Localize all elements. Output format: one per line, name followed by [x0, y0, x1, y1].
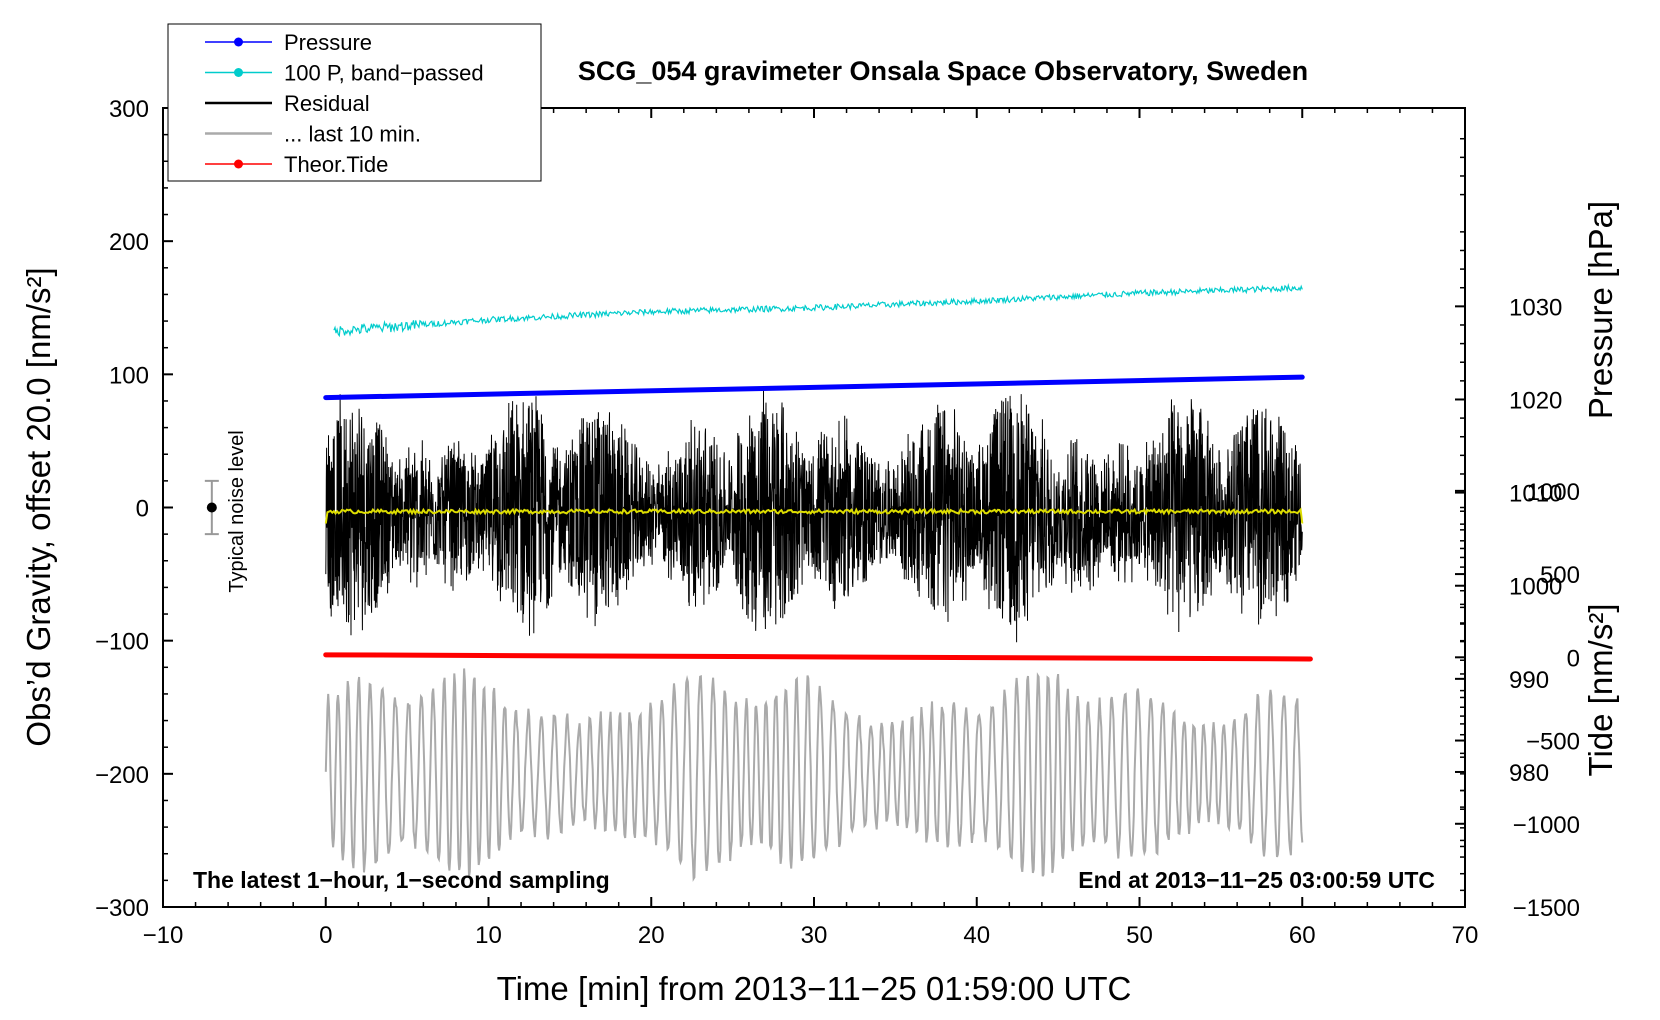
legend: Pressure 100 P, band−passed Residual ... la…: [167, 23, 542, 182]
y-tick-label: 200: [109, 229, 149, 256]
y-axis-pressure: 1030 1020 1010 1000 990 980: [1455, 137, 1562, 848]
pressure-tick-label: 990: [1509, 667, 1549, 694]
x-axis: −10 0 10 20 30 40 50 60 70: [143, 108, 1479, 949]
x-tick-label: 60: [1289, 922, 1316, 949]
series-band-passed: [333, 283, 1303, 338]
tide-tick-label: 1000: [1527, 479, 1580, 506]
x-tick-label: −10: [143, 922, 184, 949]
y-tick-label: −100: [95, 629, 149, 656]
legend-marker: [234, 159, 243, 169]
legend-label: Theor.Tide: [284, 152, 388, 177]
tide-tick-label: −500: [1526, 729, 1580, 756]
noise-level-indicator: Typical noise level: [204, 430, 248, 593]
annotation-left: The latest 1−hour, 1−second sampling: [193, 867, 610, 893]
noise-level-label: Typical noise level: [226, 430, 248, 592]
pressure-tick-label: 1010: [1509, 481, 1562, 508]
tide-tick-label: −1000: [1513, 812, 1580, 839]
series-residual: [325, 389, 1303, 643]
x-tick-label: 30: [801, 922, 828, 949]
x-tick-label: 0: [319, 922, 332, 949]
legend-label: ... last 10 min.: [284, 122, 421, 147]
y-tick-label: 0: [136, 496, 149, 523]
y-tick-label: −200: [95, 762, 149, 789]
x-tick-label: 10: [475, 922, 502, 949]
x-tick-label: 50: [1126, 922, 1153, 949]
y-tick-label: 300: [109, 96, 149, 123]
x-tick-label: 70: [1452, 922, 1479, 949]
annotation-right: End at 2013−11−25 03:00:59 UTC: [1078, 867, 1435, 893]
pressure-tick-label: 1030: [1509, 294, 1562, 321]
noise-dot: [206, 502, 217, 513]
pressure-tick-label: 980: [1509, 760, 1549, 787]
y-axis-left: 300 200 100 0 −100 −200 −300: [95, 96, 173, 922]
tide-tick-label: 500: [1540, 562, 1580, 589]
pressure-axis-label: Pressure [hPa]: [1582, 201, 1619, 419]
legend-label: Residual: [284, 91, 370, 116]
legend-marker: [234, 68, 243, 77]
series-yellow-trace: [324, 507, 1304, 524]
pressure-tick-label: 1000: [1509, 574, 1562, 601]
x-tick-label: 40: [963, 922, 990, 949]
chart-title: SCG_054 gravimeter Onsala Space Observat…: [578, 56, 1308, 86]
x-tick-label: 20: [638, 922, 665, 949]
series-theor-tide: [323, 652, 1313, 662]
legend-marker: [234, 37, 243, 47]
tide-axis-label: Tide [nm/s²]: [1582, 604, 1619, 777]
tide-tick-label: −1500: [1513, 895, 1580, 922]
series-layer: [323, 283, 1313, 882]
series-pressure: [323, 374, 1305, 401]
tide-tick-label: 0: [1567, 645, 1580, 672]
y-tick-label: −300: [95, 895, 149, 922]
y-axis-left-label: Obs’d Gravity, offset 20.0 [nm/s²]: [20, 267, 57, 746]
pressure-tick-label: 1020: [1509, 387, 1562, 414]
y-tick-label: 100: [109, 362, 149, 389]
x-axis-label: Time [min] from 2013−11−25 01:59:00 UTC: [497, 970, 1132, 1007]
legend-label: 100 P, band−passed: [284, 61, 484, 86]
legend-label: Pressure: [284, 30, 372, 55]
series-last-10-min: [324, 668, 1304, 882]
